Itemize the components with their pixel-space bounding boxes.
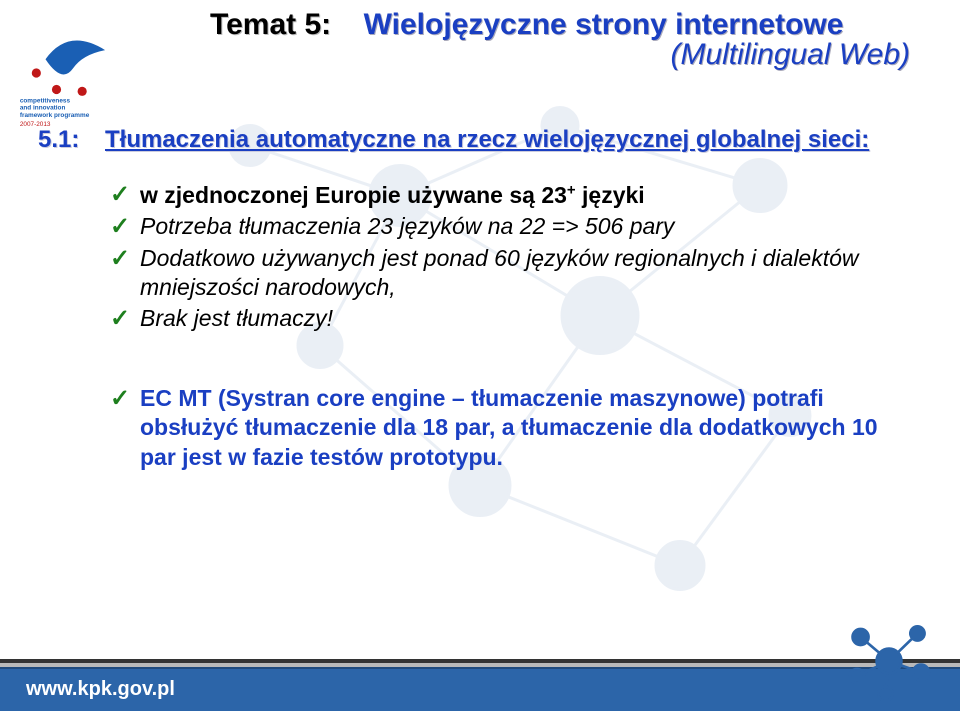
- list-item: EC MT (Systran core engine – tłumaczenie…: [110, 384, 900, 472]
- list-item: w zjednoczonej Europie używane są 23+ ję…: [110, 180, 900, 210]
- section-title: Tłumaczenia automatyczne na rzecz wieloj…: [105, 126, 920, 154]
- temat-label: Temat 5:: [210, 8, 331, 41]
- list-item: Potrzeba tłumaczenia 23 języków na 22 =>…: [110, 212, 900, 241]
- title-main: Wielojęzyczne strony internetowe: [364, 8, 844, 41]
- footer: www.kpk.gov.pl: [0, 667, 960, 711]
- section-number: 5.1:: [38, 126, 79, 154]
- logo-text-2: and innovation: [20, 105, 66, 112]
- slide-heading: Temat 5: Wielojęzyczne strony internetow…: [210, 8, 920, 72]
- footer-url: www.kpk.gov.pl: [26, 678, 175, 701]
- logo-text-3: framework programme: [20, 112, 90, 119]
- cip-logo: competitiveness and innovation framework…: [18, 18, 128, 128]
- list-item: Brak jest tłumaczy!: [110, 304, 900, 333]
- list-item: Dodatkowo używanych jest ponad 60 językó…: [110, 244, 900, 303]
- footer-network-logo: [844, 621, 934, 701]
- title-subtitle: (Multilingual Web): [210, 38, 920, 72]
- bullet-list: w zjednoczonej Europie używane są 23+ ję…: [110, 180, 900, 474]
- svg-text:competitiveness and inno: competitiveness and innovation framework…: [20, 97, 90, 119]
- logo-text-1: competitiveness: [20, 97, 71, 104]
